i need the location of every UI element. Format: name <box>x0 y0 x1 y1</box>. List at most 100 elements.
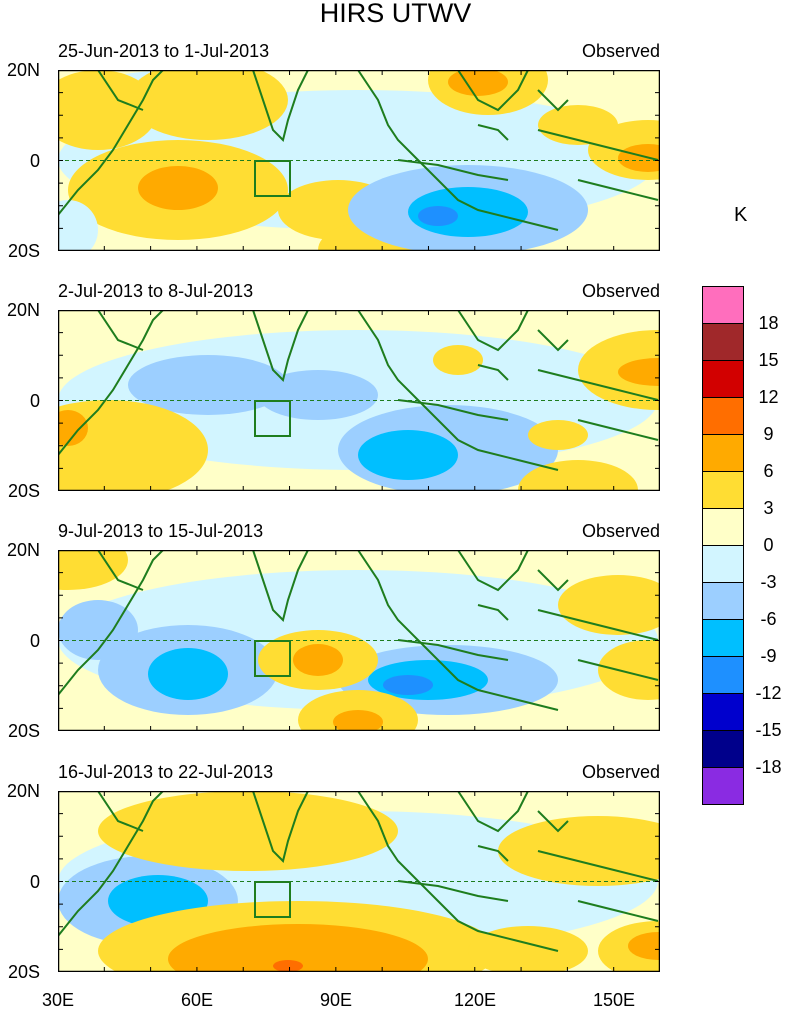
coastline <box>97 310 144 351</box>
anomaly-contour <box>168 924 428 972</box>
anomaly-contour <box>58 600 138 660</box>
coastline <box>97 550 144 591</box>
colorbar-tick-label: 12 <box>758 387 779 407</box>
anomaly-contour <box>618 144 660 172</box>
coastline <box>357 791 559 952</box>
colorbar-swatch <box>702 619 744 657</box>
colorbar-swatch <box>702 434 744 472</box>
colorbar-swatch <box>702 545 744 583</box>
colorbar-swatch <box>702 767 744 805</box>
lat-label: 0 <box>29 150 40 171</box>
anomaly-contour <box>128 70 288 140</box>
anomaly-contour <box>383 675 433 695</box>
anomaly-contour <box>598 640 660 700</box>
coastline <box>537 569 569 592</box>
anomaly-contour <box>468 926 588 972</box>
coastline <box>58 550 164 696</box>
panel-observed-label: Observed <box>581 41 660 61</box>
coastline <box>397 399 509 421</box>
colorbar-tick-label: 9 <box>763 424 774 444</box>
panel-observed-label: Observed <box>581 521 660 541</box>
coastline <box>577 900 659 922</box>
coastline <box>537 609 659 641</box>
coastline <box>252 550 309 622</box>
anomaly-contour <box>628 932 660 960</box>
anomaly-contour <box>358 430 458 480</box>
colorbar-swatch <box>702 656 744 694</box>
coastline <box>537 89 569 112</box>
coastline <box>252 70 309 142</box>
anomaly-contour <box>58 550 128 590</box>
anomaly-contour <box>58 410 88 446</box>
anomaly-contour <box>98 791 398 871</box>
panel-observed-label: Observed <box>581 762 660 782</box>
colorbar-tick-label: 0 <box>763 535 774 555</box>
coastline <box>97 791 144 832</box>
coastline <box>577 659 659 681</box>
anomaly-contour <box>528 420 588 450</box>
colorbar-tick-label: -18 <box>755 757 782 777</box>
lon-label-60e: 60E <box>180 990 214 1010</box>
coastline <box>58 70 164 216</box>
lon-label-150e: 150E <box>592 990 636 1010</box>
lat-label: 20S <box>7 241 40 261</box>
map-panel <box>58 550 660 731</box>
anomaly-contour <box>293 644 343 676</box>
coastline <box>97 70 144 111</box>
colorbar-swatch <box>702 397 744 435</box>
panel-frame <box>58 310 660 491</box>
colorbar-swatch <box>702 360 744 398</box>
colorbar-swatch <box>702 508 744 546</box>
coastline <box>357 70 559 231</box>
panel-period: 25-Jun-2013 to 1-Jul-2013 <box>58 41 270 61</box>
colorbar-tick-label: 18 <box>758 313 779 333</box>
panel-period: 2-Jul-2013 to 8-Jul-2013 <box>58 281 254 301</box>
panel-frame <box>58 791 660 972</box>
panel-frame <box>58 70 660 251</box>
coastline <box>577 179 659 201</box>
coastline <box>457 550 529 592</box>
figure-title: HIRS UTWV <box>319 0 472 28</box>
colorbar-tick-label: 3 <box>763 498 774 518</box>
coastline <box>252 791 309 863</box>
lat-label: 20N <box>6 60 40 80</box>
colorbar-tick-label: -12 <box>755 683 782 703</box>
colorbar-swatch <box>702 582 744 620</box>
anomaly-contour <box>418 206 458 226</box>
lon-label-90e: 90E <box>319 990 353 1010</box>
lon-label-120e: 120E <box>453 990 497 1010</box>
coastline <box>537 129 659 161</box>
lat-label: 0 <box>29 390 40 411</box>
coastline <box>357 310 559 471</box>
anomaly-contour <box>58 400 208 491</box>
colorbar <box>702 286 744 805</box>
coastline <box>477 845 509 862</box>
panel-frame <box>58 550 660 731</box>
anomaly-contour <box>138 166 218 210</box>
colorbar-swatch <box>702 471 744 509</box>
colorbar-tick-label: -9 <box>760 646 777 666</box>
coastline <box>58 310 164 456</box>
anomaly-contour <box>58 70 158 150</box>
lat-label: 20S <box>7 481 40 501</box>
anomaly-contour <box>58 200 98 251</box>
coastline <box>537 850 659 882</box>
lat-label: 20N <box>6 540 40 560</box>
panel-period: 16-Jul-2013 to 22-Jul-2013 <box>58 762 274 782</box>
anomaly-contour <box>333 710 383 731</box>
coastline <box>457 70 529 112</box>
coastline <box>477 364 509 381</box>
coastline <box>252 310 309 382</box>
coastline <box>537 369 659 401</box>
lon-label-30e: 30E <box>41 990 75 1010</box>
coastline <box>397 159 509 181</box>
unit-label: K <box>734 204 748 226</box>
anomaly-contour <box>498 816 660 886</box>
map-panel <box>58 310 660 491</box>
coastline <box>397 639 509 661</box>
colorbar-tick-label: 6 <box>763 461 774 481</box>
lat-label: 20N <box>6 300 40 320</box>
colorbar-tick-label: -15 <box>755 720 782 740</box>
colorbar-swatch <box>702 286 744 324</box>
coastline <box>577 419 659 441</box>
